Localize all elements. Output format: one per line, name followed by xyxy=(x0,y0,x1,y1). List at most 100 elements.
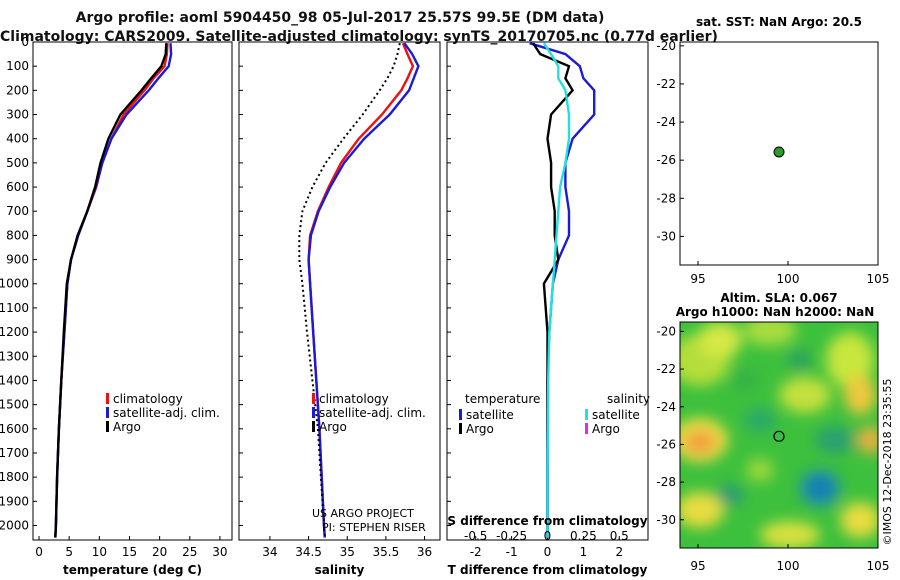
x2-tick-label: 0.25 xyxy=(570,529,597,543)
argo-position-marker xyxy=(773,146,785,158)
sla-y-tick-label: -20 xyxy=(656,324,676,338)
panel-frame-salinity xyxy=(238,41,441,541)
sst-x-tick-label: 95 xyxy=(690,272,705,286)
x-axis-label: salinity xyxy=(315,563,365,577)
panel-frame-temperature xyxy=(32,41,233,541)
legend-label: climatology xyxy=(113,392,183,406)
y-tick-label: 1600 xyxy=(0,422,29,436)
y-tick-label: 300 xyxy=(6,108,29,122)
sla-anomaly-blob xyxy=(744,408,776,432)
legend-label: Argo xyxy=(113,420,141,434)
legend-swatch xyxy=(312,407,315,418)
sla-x-tick-label: 95 xyxy=(690,559,705,573)
y-tick-label: 1800 xyxy=(0,470,29,484)
x-tick-label: 10 xyxy=(92,545,107,559)
x-tick-label: 34.5 xyxy=(295,545,322,559)
series-line-temperature-climatology xyxy=(54,43,169,538)
sla-y-tick-label: -24 xyxy=(656,400,676,414)
y-tick-label: 2000 xyxy=(0,518,29,532)
legend-group-salinity: salinity xyxy=(607,392,650,406)
series-line-salinity-argo xyxy=(298,42,401,538)
sla-blobs xyxy=(680,322,878,548)
y-tick-label: 800 xyxy=(6,228,29,242)
x-tick-label: 1 xyxy=(580,545,588,559)
sst-x-tick-label: 100 xyxy=(777,272,800,286)
sla-anomaly-blob xyxy=(680,492,724,528)
sla-anomaly-blob xyxy=(716,485,744,505)
x-tick-label: 0 xyxy=(544,545,552,559)
sla-map-frame xyxy=(679,321,879,549)
series-line-temperature-argo xyxy=(54,43,168,538)
sla-anomaly-blob xyxy=(746,458,774,482)
x-tick-label: -1 xyxy=(506,545,518,559)
x-tick-label: 34 xyxy=(262,545,277,559)
x-tick-label: 2 xyxy=(615,545,623,559)
y-tick-label: 900 xyxy=(6,253,29,267)
x2-axis-label: S difference from climatology xyxy=(447,514,647,528)
y-tick-label: 400 xyxy=(6,132,29,146)
x-tick-label: 35.5 xyxy=(373,545,400,559)
sla-x-tick-label: 100 xyxy=(777,559,800,573)
legend-label: Argo xyxy=(466,422,494,436)
x-tick-label: 36 xyxy=(417,545,432,559)
legend-swatch xyxy=(312,393,315,404)
legend-swatch xyxy=(106,393,109,404)
sla-y-tick-label: -26 xyxy=(656,437,676,451)
sla-map-subtitle: Argo h1000: NaN h2000: NaN xyxy=(676,305,875,319)
sla-anomaly-blob xyxy=(731,370,759,390)
title-line-2: Climatology: CARS2009. Satellite-adjuste… xyxy=(0,29,718,45)
legend-swatch xyxy=(459,409,462,420)
y-tick-label: 1100 xyxy=(0,301,29,315)
y-tick-label: 600 xyxy=(6,180,29,194)
sst-y-tick-label: -20 xyxy=(656,39,676,53)
y-tick-label: 100 xyxy=(6,59,29,73)
x2-tick-label: -0.25 xyxy=(496,529,527,543)
series-line-salinity-satellite-adj--clim- xyxy=(307,42,420,538)
x-tick-label: 35 xyxy=(340,545,355,559)
sla-argo-position-marker xyxy=(773,430,785,442)
legend-swatch xyxy=(459,423,462,434)
x-tick-label: 25 xyxy=(182,545,197,559)
x-tick-label: 30 xyxy=(212,545,227,559)
legend-group-temperature: temperature xyxy=(465,392,540,406)
y-tick-label: 0 xyxy=(21,35,29,49)
sla-anomaly-blob xyxy=(858,426,878,454)
legend-swatch xyxy=(585,409,588,420)
sla-anomaly-blob xyxy=(826,332,874,388)
sla-heatmap-group xyxy=(680,322,878,548)
sst-y-tick-label: -26 xyxy=(656,153,676,167)
sla-anomaly-blob xyxy=(810,480,830,496)
x-tick-label: 20 xyxy=(152,545,167,559)
sla-x-tick-label: 105 xyxy=(867,559,890,573)
y-tick-label: 1900 xyxy=(0,494,29,508)
legend-swatch xyxy=(106,421,109,432)
series-line-salinity-climatology xyxy=(307,42,415,538)
x2-tick-label: 0.5 xyxy=(610,529,629,543)
legend-label: satellite xyxy=(592,408,640,422)
sla-anomaly-blob xyxy=(698,322,742,358)
x-tick-label: 0 xyxy=(35,545,43,559)
legend-swatch xyxy=(585,423,588,434)
y-tick-label: 1200 xyxy=(0,325,29,339)
series-line-difference-salinity-satellite xyxy=(542,42,571,538)
legend-label: Argo xyxy=(319,420,347,434)
sla-map-title: Altim. SLA: 0.067 xyxy=(720,291,837,305)
annotation-project: US ARGO PROJECT xyxy=(312,507,414,520)
x-tick-label: 15 xyxy=(122,545,137,559)
sla-anomaly-blob xyxy=(788,350,812,370)
x2-tick-label: 0 xyxy=(544,529,552,543)
legend-swatch xyxy=(312,421,315,432)
sla-y-tick-label: -28 xyxy=(656,475,676,489)
sst-y-tick-label: -30 xyxy=(656,229,676,243)
sla-anomaly-blob xyxy=(840,502,878,538)
y-tick-label: 500 xyxy=(6,156,29,170)
y-tick-label: 200 xyxy=(6,83,29,97)
sla-anomaly-blob xyxy=(779,377,831,413)
sla-anomaly-blob xyxy=(684,430,716,454)
x-axis-label: temperature (deg C) xyxy=(63,563,202,577)
sst-y-tick-label: -22 xyxy=(656,77,676,91)
sla-anomaly-blob xyxy=(844,375,876,415)
imos-stamp: ©IMOS 12-Dec-2018 23:35:55 xyxy=(881,379,894,546)
